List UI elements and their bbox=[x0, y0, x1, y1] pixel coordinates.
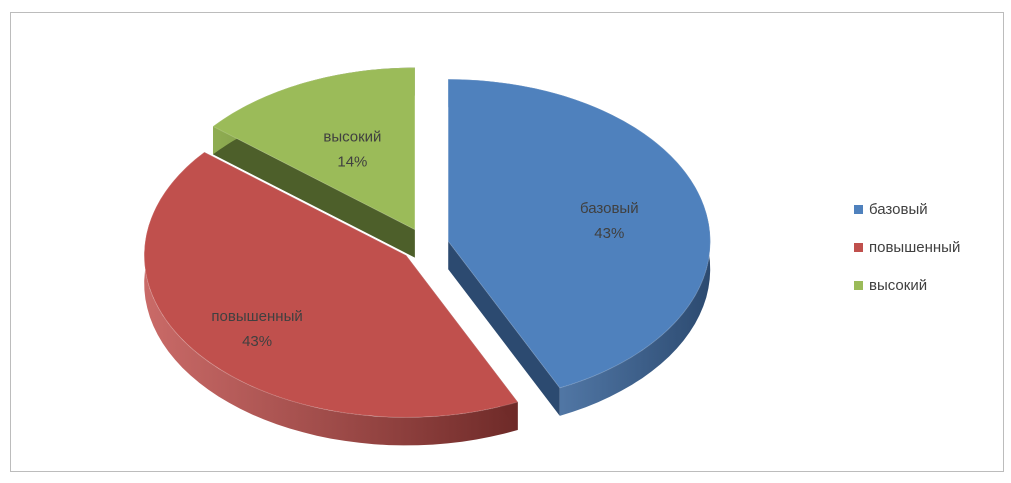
slice-3-category-label: высокий bbox=[323, 129, 381, 146]
slice-2-value-label: 43% bbox=[242, 333, 272, 350]
slice-2-top bbox=[143, 151, 519, 418]
slice-1-top bbox=[447, 78, 711, 389]
slice-1-wall-b bbox=[448, 241, 560, 416]
slice-1-value-label: 43% bbox=[594, 225, 624, 242]
slice-1-category-label: базовый bbox=[580, 200, 639, 217]
legend: базовый повышенный высокий bbox=[854, 201, 960, 294]
slice-2-category-label: повышенный bbox=[211, 308, 302, 325]
legend-swatch-1 bbox=[854, 205, 863, 214]
slice-3-wall-a bbox=[212, 126, 415, 258]
slice-tops bbox=[143, 67, 711, 418]
legend-swatch-3 bbox=[854, 281, 863, 290]
legend-swatch-2 bbox=[854, 243, 863, 252]
legend-label-1: базовый bbox=[869, 201, 928, 218]
legend-label-3: высокий bbox=[869, 277, 927, 294]
legend-label-2: повышенный bbox=[869, 239, 960, 256]
slice-3-top bbox=[212, 67, 416, 231]
slice-3-value-label: 14% bbox=[337, 154, 367, 171]
data-labels: базовый 43% повышенный 43% высокий 14% bbox=[211, 129, 638, 350]
